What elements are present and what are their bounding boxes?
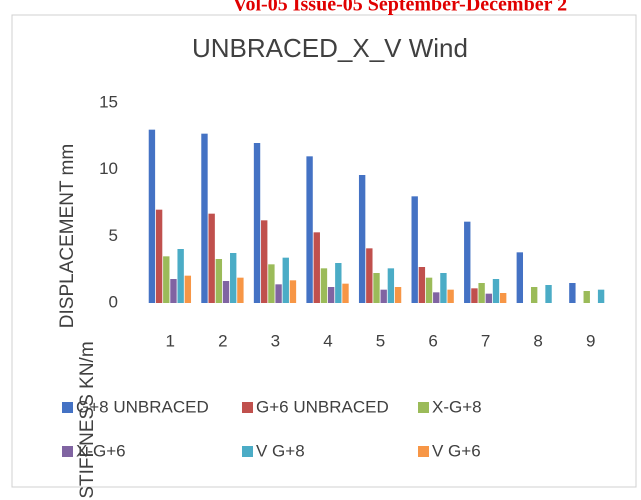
y-tick-label: 0 bbox=[109, 292, 118, 311]
bar bbox=[418, 267, 426, 303]
x-tick-label: 2 bbox=[218, 331, 227, 350]
bar bbox=[478, 283, 485, 303]
bar bbox=[425, 277, 433, 303]
y-axis-label-2: STIFFNESS KN/m bbox=[77, 341, 98, 498]
legend-label: G+6 UNBRACED bbox=[256, 397, 389, 416]
chart-title: UNBRACED_X_V Wind bbox=[192, 33, 468, 63]
bar bbox=[261, 220, 268, 303]
legend-swatch bbox=[418, 446, 429, 457]
bar bbox=[516, 252, 524, 303]
bar bbox=[148, 129, 156, 303]
bar bbox=[163, 256, 170, 303]
y-tick-label: 15 bbox=[99, 92, 118, 111]
x-tick-label: 6 bbox=[428, 331, 437, 350]
bar bbox=[492, 279, 500, 303]
bar bbox=[335, 263, 342, 303]
bar bbox=[170, 279, 177, 303]
y-tick-label: 5 bbox=[109, 226, 118, 245]
bar bbox=[253, 143, 261, 303]
chart-frame bbox=[11, 14, 637, 488]
y-axis-label: DISPLACEMENT mm bbox=[57, 144, 78, 328]
bar bbox=[282, 257, 289, 303]
bar bbox=[184, 275, 192, 303]
x-tick-label: 9 bbox=[586, 331, 595, 350]
bar bbox=[485, 293, 492, 303]
bar bbox=[306, 156, 313, 303]
bar bbox=[440, 273, 447, 303]
y-tick-label: 10 bbox=[99, 159, 118, 178]
bar bbox=[237, 277, 244, 303]
legend-label: G+8 UNBRACED bbox=[76, 397, 209, 416]
bar bbox=[569, 283, 576, 303]
bar bbox=[597, 289, 605, 303]
x-tick-label: 7 bbox=[481, 331, 490, 350]
legend-swatch bbox=[62, 402, 73, 413]
bar bbox=[530, 287, 538, 303]
legend-swatch bbox=[418, 402, 429, 413]
bar bbox=[230, 253, 237, 303]
bar bbox=[380, 289, 387, 303]
bar bbox=[583, 291, 590, 303]
bar bbox=[275, 284, 282, 303]
bar bbox=[215, 259, 223, 303]
bar bbox=[447, 289, 454, 303]
bar bbox=[411, 196, 418, 303]
bar bbox=[177, 249, 184, 303]
legend-swatch bbox=[62, 446, 73, 457]
x-tick-label: 1 bbox=[166, 331, 175, 350]
bar bbox=[313, 232, 320, 303]
bar bbox=[208, 213, 215, 303]
bar bbox=[366, 248, 373, 303]
x-tick-label: 5 bbox=[376, 331, 385, 350]
bar bbox=[545, 285, 552, 303]
bar bbox=[373, 273, 380, 303]
legend-label: V G+8 bbox=[256, 441, 305, 460]
legend-label: X-G+8 bbox=[432, 397, 482, 416]
bar bbox=[155, 209, 163, 303]
bar bbox=[464, 221, 471, 303]
bar bbox=[289, 280, 297, 303]
bar bbox=[433, 292, 440, 303]
bar bbox=[358, 175, 366, 303]
bar bbox=[471, 288, 478, 303]
bar bbox=[499, 293, 507, 303]
bar bbox=[201, 133, 208, 303]
bar bbox=[268, 264, 275, 303]
legend-swatch bbox=[242, 446, 253, 457]
legend-label: X-G+6 bbox=[76, 441, 126, 460]
bar bbox=[394, 287, 402, 303]
x-tick-label: 4 bbox=[323, 331, 332, 350]
bar bbox=[342, 283, 349, 303]
bar bbox=[320, 268, 328, 303]
legend-label: V G+6 bbox=[432, 441, 481, 460]
legend-swatch bbox=[242, 402, 253, 413]
bar bbox=[387, 268, 395, 303]
x-tick-label: 8 bbox=[533, 331, 542, 350]
page-header: Vol-05 Issue-05 September-December 2 bbox=[233, 0, 567, 16]
bar bbox=[222, 281, 230, 303]
bar bbox=[327, 287, 335, 303]
x-tick-label: 3 bbox=[271, 331, 280, 350]
